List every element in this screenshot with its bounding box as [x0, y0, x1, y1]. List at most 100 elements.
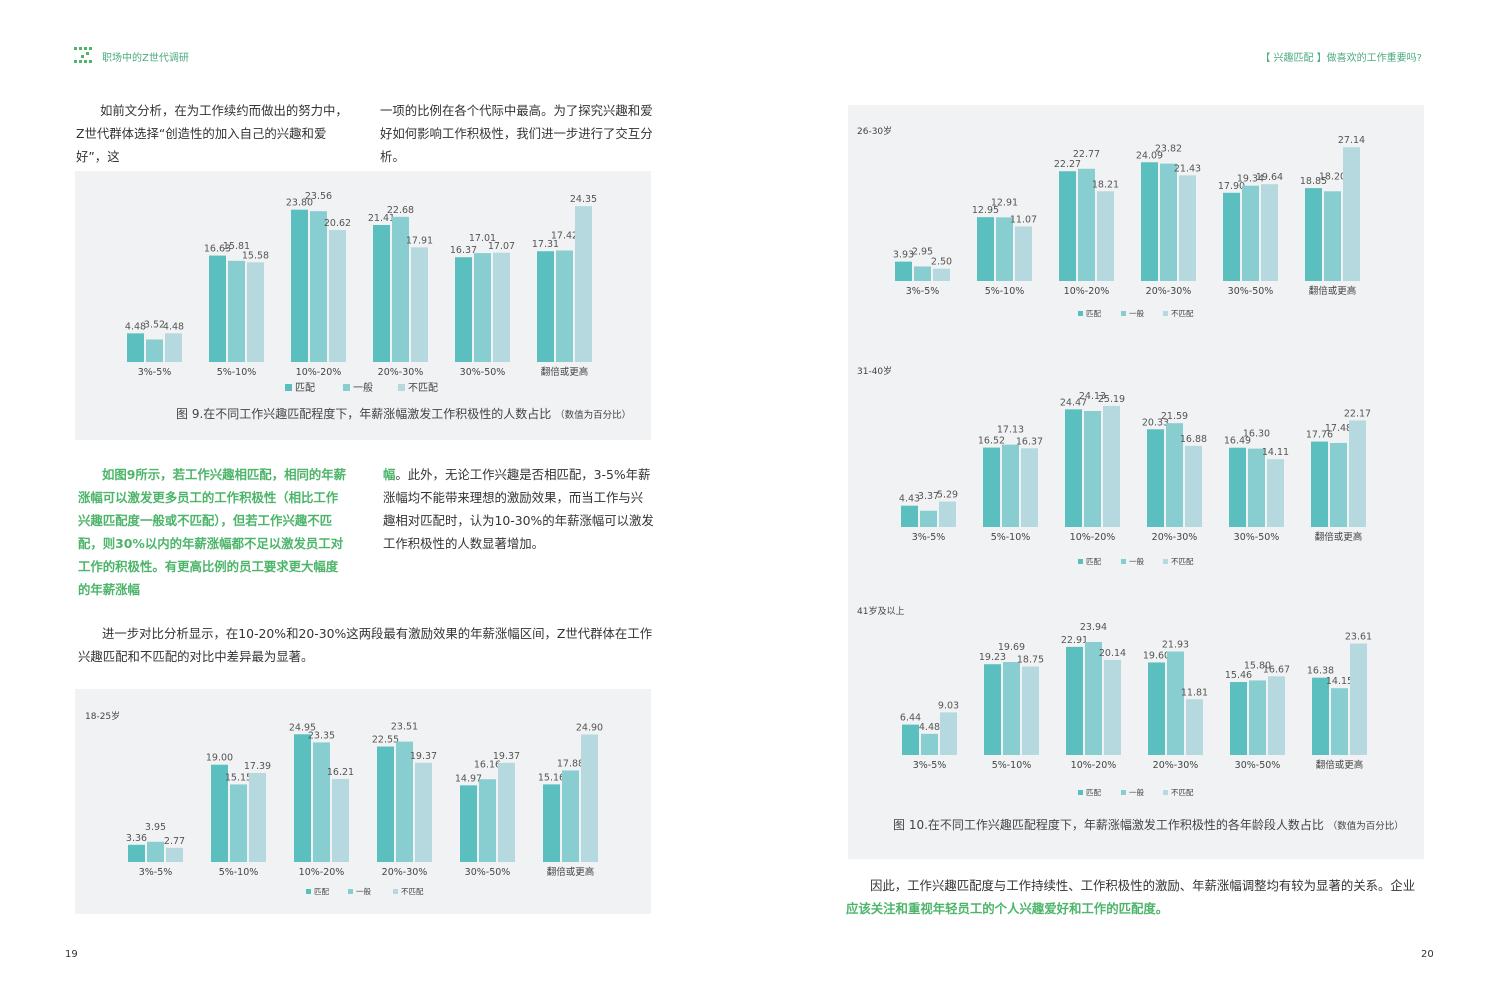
bar-age26-3-0 [1141, 162, 1158, 281]
conclusion-plain-text: 因此，工作兴趣匹配度与工作持续性、工作积极性的激励、年薪涨幅调整均有较为显著的关… [870, 878, 1416, 893]
bar-age41-4-1 [1249, 680, 1266, 755]
bar-age26-1-2 [1015, 226, 1032, 281]
bar-age41-5-1 [1331, 688, 1348, 755]
chart-title: 31-40岁 [857, 365, 892, 377]
x-tick-label: 5%-10% [991, 532, 1031, 543]
bar-age18-4-1 [479, 779, 496, 862]
legend-swatch [1121, 790, 1126, 795]
x-tick-label: 30%-50% [460, 367, 506, 378]
data-label: 22.77 [1073, 149, 1100, 160]
data-label: 23.35 [308, 730, 335, 741]
legend-swatch [343, 384, 350, 391]
bar-age31-5-0 [1311, 441, 1328, 527]
data-label: 3.93 [893, 250, 914, 261]
x-tick-label: 3%-5% [912, 532, 946, 543]
bar-age31-2-2 [1103, 405, 1120, 527]
data-label: 15.16 [538, 772, 565, 783]
data-label: 17.31 [532, 239, 559, 250]
x-tick-label: 5%-10% [219, 867, 259, 878]
data-label: 24.95 [289, 722, 316, 733]
data-label: 18.75 [1017, 655, 1044, 666]
bar-age18-4-0 [460, 785, 477, 862]
x-tick-label: 10%-20% [1064, 286, 1110, 297]
bar-age18-3-2 [415, 762, 432, 862]
figure-9-caption-text: 图 9.在不同工作兴趣匹配程度下，年薪涨幅激发工作积极性的人数占比 [176, 407, 552, 421]
legend-swatch [285, 384, 292, 391]
x-tick-label: 10%-20% [1070, 532, 1116, 543]
bar-age26-2-1 [1078, 168, 1095, 281]
figure-10-caption: 图 10.在不同工作兴趣匹配程度下，年薪涨幅激发工作积极性的各年龄段人数占比 （… [893, 816, 1404, 833]
x-tick-label: 20%-30% [1152, 532, 1198, 543]
data-label: 16.30 [1243, 429, 1270, 440]
bar-age41-3-2 [1186, 699, 1203, 755]
x-tick-label: 20%-30% [1153, 760, 1199, 771]
data-label: 16.49 [1224, 436, 1251, 447]
bar-fig9-2-2 [329, 230, 346, 362]
figure-age-18-25-panel: 18-25岁 3.36 3.95 2.77 3%-5% 19.00 15.15 17.39 5%… [75, 689, 651, 914]
bar-age18-5-2 [581, 734, 598, 862]
bar-age41-0-2 [940, 712, 957, 755]
bar-age31-4-2 [1267, 459, 1284, 527]
legend-label: 一般 [1129, 556, 1145, 566]
bar-fig9-0-0 [127, 333, 144, 362]
legend-label: 不匹配 [408, 382, 438, 394]
data-label: 21.93 [1162, 639, 1189, 650]
page-number-left: 19 [65, 949, 78, 960]
data-label: 12.95 [972, 205, 999, 216]
bar-age26-2-2 [1097, 191, 1114, 281]
bar-age31-0-2 [939, 501, 956, 527]
report-logo-icon [74, 47, 92, 63]
data-label: 16.88 [1180, 434, 1207, 445]
legend-swatch [306, 889, 311, 894]
data-label: 24.90 [576, 723, 603, 734]
x-tick-label: 5%-10% [992, 760, 1032, 771]
data-label: 15.15 [225, 772, 252, 783]
legend-label: 一般 [1129, 308, 1145, 318]
data-label: 25.19 [1098, 394, 1125, 405]
legend-label: 匹配 [1086, 557, 1102, 566]
bar-age18-0-2 [166, 847, 183, 862]
bar-age41-1-0 [984, 664, 1001, 755]
x-tick-label: 3%-5% [138, 367, 172, 378]
figure-10-caption-note: （数值为百分比） [1327, 821, 1404, 832]
legend-swatch [398, 384, 405, 391]
data-label: 17.39 [244, 761, 271, 772]
bar-age41-4-0 [1230, 682, 1247, 755]
legend-label: 不匹配 [1171, 557, 1194, 566]
bar-fig9-4-2 [493, 252, 510, 362]
data-label: 22.27 [1054, 159, 1081, 170]
data-label: 23.80 [286, 198, 313, 209]
data-label: 21.43 [1174, 163, 1201, 174]
legend-label: 不匹配 [1171, 309, 1194, 318]
data-label: 17.91 [406, 235, 433, 246]
data-label: 17.88 [557, 758, 584, 769]
bar-age31-3-2 [1185, 445, 1202, 527]
data-label: 21.41 [368, 213, 395, 224]
figure-10-caption-text: 图 10.在不同工作兴趣匹配程度下，年薪涨幅激发工作积极性的各年龄段人数占比 [893, 818, 1324, 832]
highlight-rest-text: 。此外，无论工作兴趣是否相匹配，3-5%年薪涨幅均不能带来理想的激励效果，而当工… [383, 467, 654, 551]
data-label: 22.91 [1061, 635, 1088, 646]
x-tick-label: 翻倍或更高 [1316, 759, 1364, 771]
legend-swatch [1078, 311, 1083, 316]
legend-swatch [1121, 559, 1126, 564]
bar-fig9-5-0 [537, 251, 554, 362]
bar-fig9-3-1 [392, 216, 409, 362]
data-label: 16.52 [978, 436, 1005, 447]
data-label: 19.60 [1143, 650, 1170, 661]
bar-age18-2-2 [332, 779, 349, 862]
x-tick-label: 5%-10% [217, 367, 257, 378]
bar-age41-5-2 [1350, 643, 1367, 755]
legend-swatch [1078, 559, 1083, 564]
legend-label: 一般 [1129, 787, 1145, 797]
legend-swatch [1078, 790, 1083, 795]
bar-age18-0-1 [147, 841, 164, 862]
data-label: 24.47 [1060, 397, 1087, 408]
bar-age41-0-0 [902, 724, 919, 755]
data-label: 3.36 [126, 833, 147, 844]
bar-age18-5-0 [543, 784, 560, 862]
bar-age41-1-2 [1022, 666, 1039, 755]
highlight-paragraph-col1: 如图9所示，若工作兴趣相匹配，相同的年薪涨幅可以激发更多员工的工作积极性（相比工… [78, 463, 350, 601]
chart-title: 26-30岁 [857, 125, 892, 137]
